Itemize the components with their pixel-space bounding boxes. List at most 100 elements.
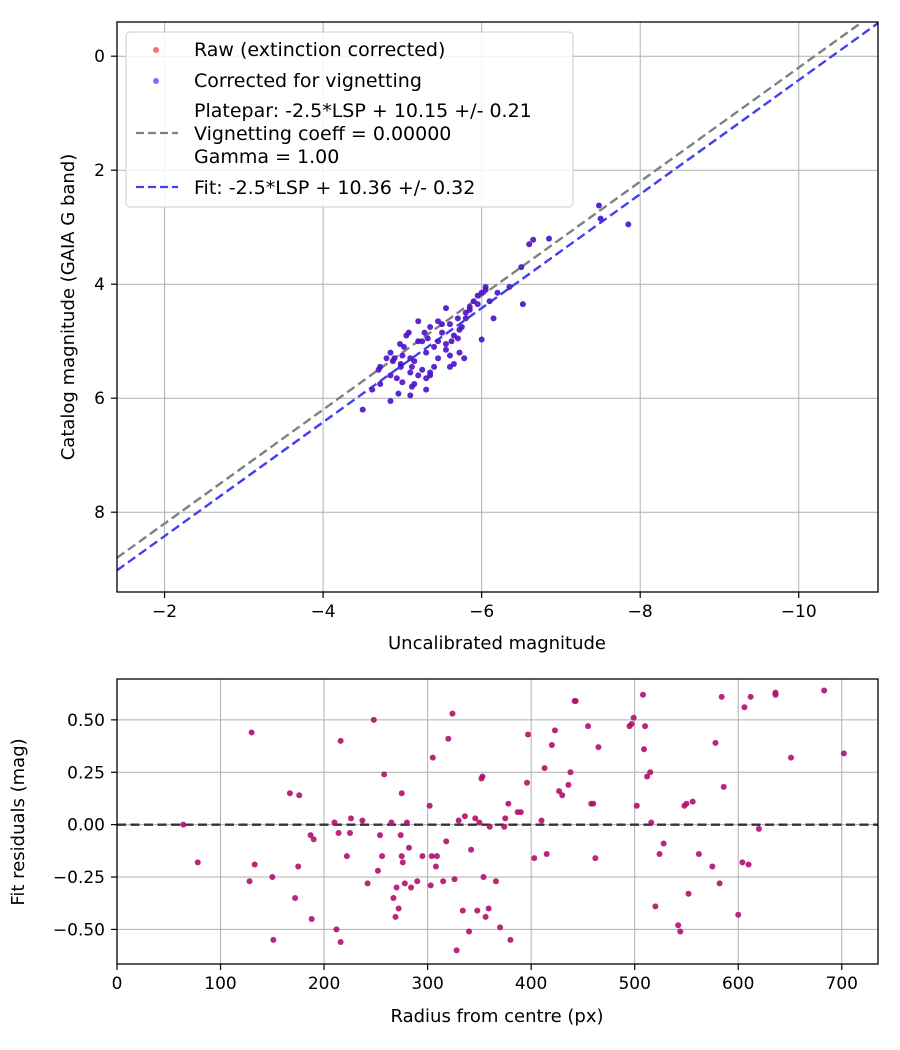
bottom-x-tick-label: 100 xyxy=(204,974,236,994)
top-data-point xyxy=(595,202,602,209)
bottom-data-point xyxy=(395,905,402,912)
bottom-data-point xyxy=(376,832,383,839)
top-data-point xyxy=(482,286,489,293)
bottom-ticks: 0 100 200 300 400 500 600 700 −0.50 −0.25 0.00 0.25… xyxy=(53,711,858,994)
top-data-point xyxy=(456,326,463,333)
bottom-data-point xyxy=(739,859,746,866)
top-data-point xyxy=(456,349,463,356)
bottom-data-point xyxy=(194,859,201,866)
top-data-point xyxy=(369,386,376,393)
top-data-point xyxy=(435,338,442,345)
bottom-data-point xyxy=(476,819,483,826)
top-data-point xyxy=(393,375,400,382)
bottom-data-point xyxy=(675,922,682,929)
top-data-point xyxy=(442,305,449,312)
top-data-point xyxy=(419,338,426,345)
bottom-y-tick-label: −0.25 xyxy=(53,868,105,888)
top-data-point xyxy=(530,236,537,243)
top-data-point xyxy=(446,352,453,359)
top-data-point xyxy=(466,306,473,313)
bottom-data-point xyxy=(429,754,436,761)
bottom-data-point xyxy=(501,823,508,830)
bottom-data-point xyxy=(689,798,696,805)
bottom-data-point xyxy=(747,693,754,700)
legend-raw-marker xyxy=(153,47,159,53)
bottom-data-point xyxy=(505,800,512,807)
top-ticks: −2 −4 −6 −8 −10 0 2 4 6 8 xyxy=(94,47,817,622)
bottom-data-point xyxy=(585,723,592,730)
bottom-data-point xyxy=(461,813,468,820)
top-data-point xyxy=(407,355,414,362)
top-data-point xyxy=(395,390,402,397)
top-data-point xyxy=(454,335,461,342)
top-data-point xyxy=(450,361,457,367)
top-data-point xyxy=(387,349,394,356)
bottom-data-point xyxy=(398,790,405,797)
bottom-data-point xyxy=(741,704,748,711)
bottom-data-point xyxy=(480,874,487,881)
bottom-data-point xyxy=(180,821,187,828)
bottom-data-point xyxy=(337,737,344,744)
top-data-point xyxy=(415,318,422,325)
bottom-panel: 0 100 200 300 400 500 600 700 −0.50 −0.25 0.00 0.25… xyxy=(8,678,879,1027)
bottom-data-point xyxy=(628,721,635,728)
top-data-point xyxy=(407,369,414,376)
top-data-point xyxy=(377,380,384,387)
bottom-data-point xyxy=(398,853,405,860)
top-fit-line xyxy=(117,22,878,572)
bottom-data-point xyxy=(642,723,649,730)
top-data-point xyxy=(526,241,533,248)
bottom-x-tick-label: 300 xyxy=(411,974,443,994)
bottom-data-point xyxy=(718,693,725,700)
top-x-axis-label: Uncalibrated magnitude xyxy=(388,633,606,654)
legend-corrected-label: Corrected for vignetting xyxy=(194,70,422,92)
top-y-axis-label: Catalog magnitude (GAIA G band) xyxy=(58,154,79,461)
top-data-point xyxy=(442,346,449,353)
bottom-data-point xyxy=(401,880,408,887)
top-data-point xyxy=(546,235,553,242)
top-data-point xyxy=(405,329,412,336)
bottom-data-point xyxy=(630,714,637,721)
top-x-tick-label: −2 xyxy=(152,602,177,622)
top-data-point xyxy=(446,321,453,328)
bottom-data-point xyxy=(296,792,303,799)
top-platepar-fit-line xyxy=(117,22,865,559)
bottom-data-point xyxy=(502,815,509,822)
top-y-tick-label: 8 xyxy=(94,503,105,523)
top-x-tick-label: −8 xyxy=(628,602,653,622)
bottom-data-point xyxy=(479,773,486,780)
top-data-point xyxy=(462,315,469,322)
bottom-data-point xyxy=(286,790,293,797)
top-data-point xyxy=(387,372,394,379)
bottom-data-point xyxy=(486,823,493,830)
bottom-data-point xyxy=(641,746,648,753)
top-scatter-points xyxy=(359,202,632,413)
top-data-point xyxy=(439,321,446,328)
bottom-data-point xyxy=(541,765,548,772)
top-data-point xyxy=(396,341,403,348)
bottom-data-point xyxy=(840,750,847,757)
top-data-point xyxy=(431,343,438,350)
bottom-data-point xyxy=(445,735,452,742)
bottom-data-point xyxy=(381,771,388,778)
bottom-data-point xyxy=(517,809,524,816)
bottom-data-point xyxy=(543,850,550,857)
bottom-data-point xyxy=(548,742,555,749)
bottom-data-point xyxy=(246,878,253,885)
bottom-data-point xyxy=(379,853,386,860)
bottom-data-point xyxy=(408,884,415,891)
bottom-data-point xyxy=(466,928,473,935)
bottom-data-point xyxy=(633,802,640,809)
bottom-data-point xyxy=(405,844,412,851)
bottom-x-tick-label: 600 xyxy=(722,974,754,994)
bottom-data-point xyxy=(735,911,742,918)
top-data-point xyxy=(421,329,428,336)
bottom-data-point xyxy=(648,819,655,826)
bottom-data-point xyxy=(525,731,532,738)
bottom-data-point xyxy=(677,928,684,935)
top-data-point xyxy=(408,363,415,370)
bottom-data-point xyxy=(390,894,397,901)
legend-platepar-line-3: Gamma = 1.00 xyxy=(194,146,339,168)
top-data-point xyxy=(431,363,438,370)
legend-box xyxy=(125,31,574,208)
